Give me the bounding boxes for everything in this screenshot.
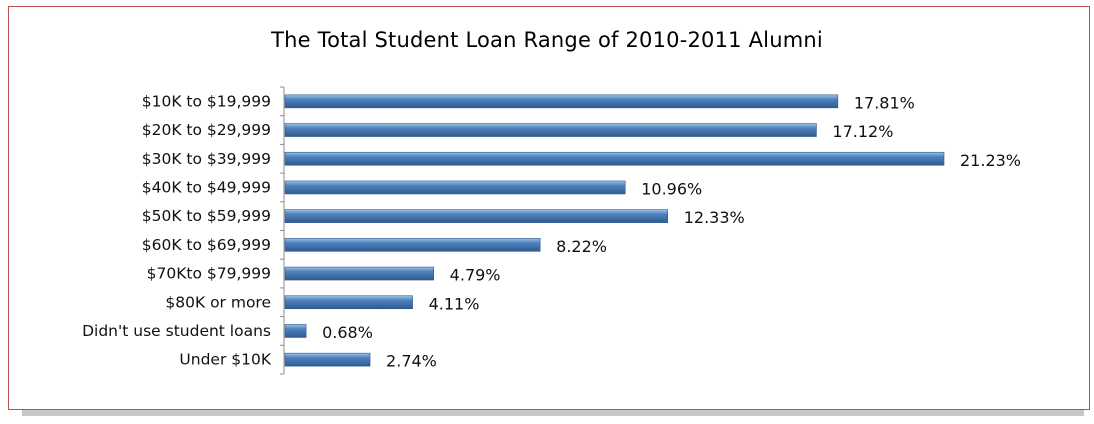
bar [284,180,626,195]
data-label: 17.12% [832,122,893,141]
data-label: 17.81% [854,93,915,112]
data-label: 0.68% [322,323,373,342]
data-label: 4.11% [429,294,480,313]
bar [284,94,839,109]
chart-frame [8,6,1090,410]
bar [284,295,413,310]
category-label: $20K to $29,999 [142,121,271,139]
data-label: 8.22% [556,237,607,256]
bar [284,209,669,223]
category-label: $60K to $69,999 [142,236,271,254]
category-label: Didn't use student loans [82,322,271,340]
category-label: $40K to $49,999 [142,178,271,196]
data-label: 21.23% [960,151,1021,170]
category-label: Under $10K [179,351,271,369]
category-label: $30K to $39,999 [142,150,271,168]
data-label: 2.74% [386,352,437,371]
category-label: $80K or more [165,293,271,311]
bar [284,352,371,367]
chart-title: The Total Student Loan Range of 2010-201… [271,28,823,52]
bar [284,123,817,137]
bar [284,151,945,166]
category-label: $10K to $19,999 [142,92,271,110]
data-label: 10.96% [641,179,702,198]
bar [284,324,307,338]
category-label: $50K to $59,999 [142,207,271,225]
bar [284,266,434,281]
data-label: 12.33% [684,208,745,227]
bar [284,238,541,252]
data-label: 4.79% [450,266,501,285]
category-label: $70Kto $79,999 [147,265,271,283]
